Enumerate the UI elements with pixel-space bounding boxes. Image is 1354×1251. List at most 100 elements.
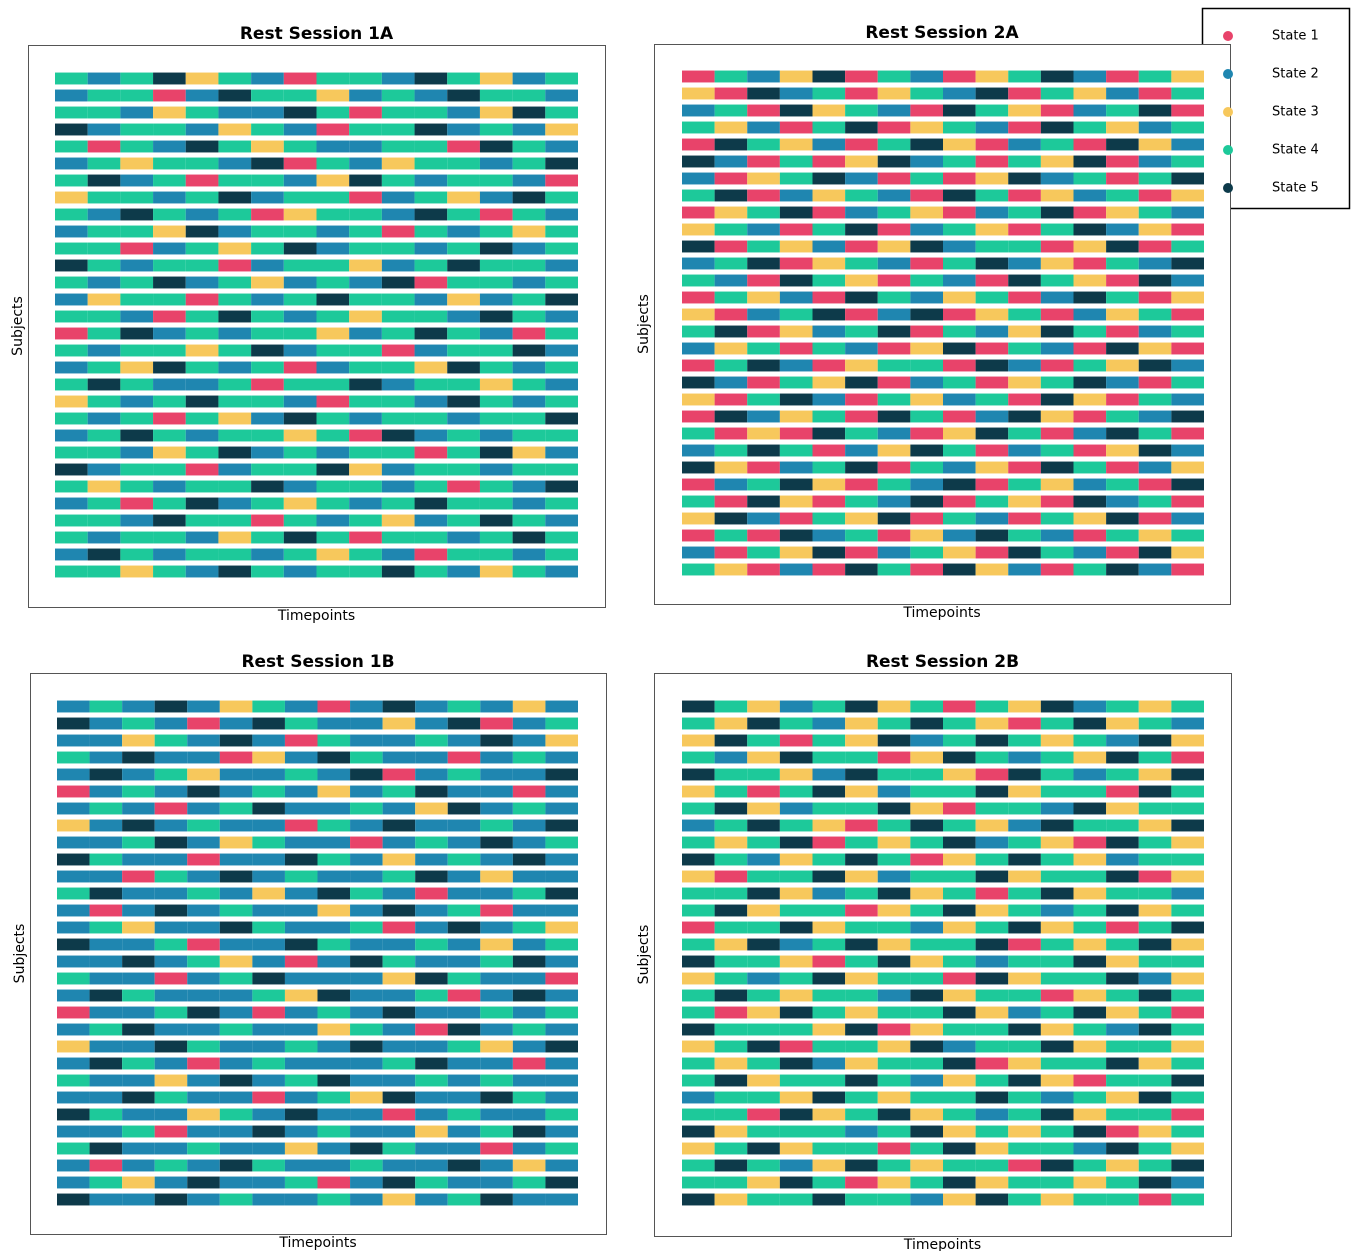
state-cell [154,972,188,985]
state-cell [714,1023,748,1036]
state-cell [252,989,285,1002]
state-cell [154,802,188,815]
state-cell [57,802,90,815]
state-cell [714,155,748,168]
state-cell [381,276,415,289]
state-cell [479,259,513,272]
state-cell [87,293,121,306]
state-cell [382,768,416,781]
state-cell [185,72,219,85]
state-cell [512,1006,546,1019]
state-cell [512,361,546,374]
state-cell [812,989,846,1002]
state-cell [252,1023,285,1036]
state-cell [316,157,350,170]
state-cell [89,938,123,951]
state-cell [153,225,186,238]
state-cell [545,259,578,272]
state-cell [1171,751,1204,764]
state-cell [545,904,578,917]
state-cell [185,106,219,119]
state-cell [845,1057,878,1070]
state-cell [316,174,350,187]
state-cell [910,734,943,747]
state-cell [682,1176,715,1189]
state-cell [910,376,943,389]
state-cell [350,1023,383,1036]
state-cell [877,274,911,287]
state-cell [283,480,317,493]
state-cell [154,955,188,968]
state-cell [153,123,186,136]
x-axis-label: Timepoints [903,1237,981,1251]
state-cell [943,1091,976,1104]
state-cell [283,327,317,340]
state-cell [877,1142,911,1155]
state-cell [120,208,154,221]
state-cell [943,955,976,968]
state-cell [845,342,878,355]
state-cell [219,1074,253,1087]
state-cell [1040,325,1074,338]
state-cell [185,89,219,102]
state-cell [877,427,911,440]
state-cell [317,1125,351,1138]
state-cell [415,1159,448,1172]
state-cell [877,461,911,474]
state-cell [1171,870,1204,883]
state-cell [252,1193,285,1206]
state-cell [910,512,943,525]
state-cell [975,717,1009,730]
state-cell [747,1023,780,1036]
state-cell [415,1125,448,1138]
state-cell [447,870,481,883]
state-cell [845,802,878,815]
state-cell [316,531,350,544]
state-cell [414,412,448,425]
state-cell [381,378,415,391]
state-cell [122,1159,155,1172]
state-cell [447,497,480,510]
state-cell [1171,972,1204,985]
state-cell [877,785,911,798]
state-cell [382,1057,416,1070]
state-cell [714,1193,748,1206]
state-cell [943,717,976,730]
state-cell [89,1125,123,1138]
state-cell [317,785,351,798]
state-cell [943,512,976,525]
state-cell [1040,819,1074,832]
state-cell [877,1125,911,1138]
state-cell [747,955,780,968]
state-cell [350,955,383,968]
state-cell [812,904,846,917]
state-cell [187,921,220,934]
state-cell [877,444,911,457]
state-cell [122,734,155,747]
state-cell [1008,104,1041,117]
state-cell [252,870,285,883]
state-cell [682,785,715,798]
state-cell [381,531,415,544]
state-cell [714,529,748,542]
state-cell [1106,223,1139,236]
state-cell [1040,1125,1074,1138]
state-cell [479,89,513,102]
state-cell [350,989,383,1002]
state-cell [682,529,715,542]
state-cell [1073,393,1107,406]
state-cell [1138,1057,1172,1070]
state-cell [682,104,715,117]
state-cell [812,1057,846,1070]
state-cell [1138,1040,1172,1053]
state-cell [910,870,943,883]
state-cell [975,700,1009,713]
state-cell [512,989,546,1002]
state-cell [87,344,121,357]
state-cell [877,904,911,917]
state-cell [219,887,253,900]
state-cell [845,853,878,866]
state-cell [447,1142,481,1155]
state-cell [1040,1006,1074,1019]
state-cell [382,887,416,900]
